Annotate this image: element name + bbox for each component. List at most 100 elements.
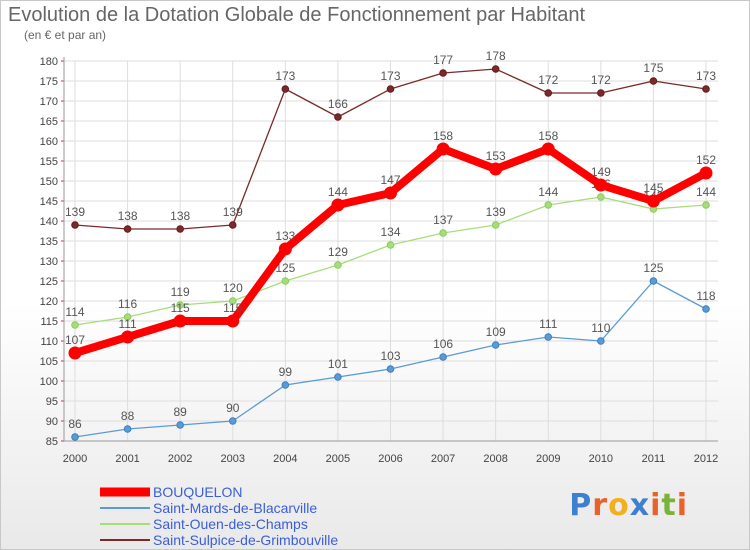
data-point: [384, 186, 397, 200]
data-point: [439, 229, 447, 237]
x-tick-label: 2000: [63, 453, 87, 465]
data-point: [702, 305, 710, 313]
proxiti-logo: Proxiti: [569, 488, 688, 523]
data-label: 158: [433, 129, 453, 143]
y-tick-label: 180: [40, 56, 58, 68]
legend-label: Saint-Sulpice-de-Grimbouville: [153, 532, 339, 548]
x-tick-label: 2012: [694, 453, 718, 465]
data-point: [228, 297, 237, 305]
data-point: [228, 221, 237, 229]
data-point: [436, 142, 450, 156]
data-label: 90: [226, 401, 240, 415]
legend-swatch: [100, 507, 150, 509]
data-point: [278, 242, 292, 256]
legend-swatch: [100, 539, 150, 541]
data-label: 118: [696, 289, 715, 303]
data-label: 101: [328, 357, 348, 371]
data-point: [544, 201, 553, 209]
data-label: 178: [486, 49, 506, 63]
data-label: 134: [380, 225, 400, 239]
data-point: [439, 353, 447, 361]
data-point: [649, 77, 658, 85]
legend-label: BOUQUELON: [153, 484, 243, 500]
data-label: 138: [118, 209, 138, 223]
x-tick-label: 2010: [589, 453, 613, 465]
data-point: [123, 425, 132, 433]
y-tick-label: 165: [40, 116, 58, 128]
y-tick-label: 140: [40, 216, 58, 228]
y-tick-label: 120: [40, 296, 58, 308]
y-tick-label: 115: [40, 316, 58, 328]
data-label: 115: [171, 301, 190, 315]
data-label: 111: [118, 317, 137, 331]
chart-subtitle: (en € et par an): [24, 28, 107, 42]
data-point: [597, 337, 605, 345]
data-point: [281, 85, 290, 93]
data-label: 125: [643, 261, 663, 275]
data-point: [491, 221, 500, 229]
x-tick-label: 2005: [326, 453, 350, 465]
y-tick-label: 90: [46, 416, 58, 428]
data-label: 111: [539, 317, 558, 331]
data-label: 137: [433, 213, 453, 227]
data-point: [386, 365, 395, 373]
data-point: [439, 69, 447, 77]
data-label: 139: [486, 205, 506, 219]
legend-label: Saint-Mards-de-Blacarville: [153, 500, 318, 516]
logo-letter: i: [676, 488, 688, 523]
logo-letter: r: [592, 488, 609, 523]
logo-letter: x: [629, 488, 651, 523]
x-tick-label: 2007: [431, 453, 455, 465]
y-tick-label: 135: [40, 236, 58, 248]
data-point: [702, 85, 710, 93]
data-point: [176, 301, 184, 309]
data-label: 106: [433, 337, 453, 351]
y-tick-label: 85: [46, 436, 58, 448]
data-label: 109: [486, 325, 506, 339]
data-point: [334, 113, 342, 121]
data-label: 125: [275, 261, 295, 275]
data-label: 144: [538, 185, 558, 199]
chart-title: Evolution de la Dotation Globale de Fonc…: [8, 4, 586, 26]
data-label: 89: [173, 405, 187, 419]
data-point: [544, 89, 553, 97]
data-point: [597, 193, 605, 201]
data-point: [702, 201, 710, 209]
data-point: [541, 142, 555, 156]
data-label: 152: [696, 153, 716, 167]
data-point: [334, 261, 342, 269]
data-label: 153: [486, 149, 506, 163]
data-label: 147: [380, 173, 400, 187]
data-point: [649, 277, 658, 285]
y-tick-label: 160: [40, 136, 58, 148]
data-label: 144: [696, 185, 716, 199]
data-label: 115: [223, 301, 242, 315]
y-tick-label: 105: [40, 356, 58, 368]
data-point: [489, 162, 503, 176]
y-tick-label: 145: [40, 196, 58, 208]
x-tick-label: 2006: [378, 453, 402, 465]
data-label: 119: [171, 285, 190, 299]
data-point: [491, 65, 500, 73]
data-label: 110: [591, 321, 610, 335]
data-point: [331, 198, 345, 212]
data-point: [597, 89, 605, 97]
data-point: [699, 166, 713, 180]
data-point: [121, 330, 135, 344]
data-label: 116: [118, 297, 137, 311]
data-point: [68, 346, 82, 360]
data-label: 114: [65, 305, 84, 319]
data-label: 88: [121, 409, 135, 423]
legend-swatch: [100, 487, 150, 497]
y-tick-label: 100: [40, 376, 58, 388]
y-tick-label: 125: [40, 276, 58, 288]
logo-letter: P: [569, 488, 593, 523]
data-label: 166: [328, 97, 348, 111]
data-point: [281, 277, 290, 285]
x-tick-label: 2003: [221, 453, 245, 465]
data-label: 158: [538, 129, 558, 143]
data-label: 173: [696, 69, 716, 83]
data-point: [71, 433, 79, 441]
y-tick-label: 150: [40, 176, 58, 188]
